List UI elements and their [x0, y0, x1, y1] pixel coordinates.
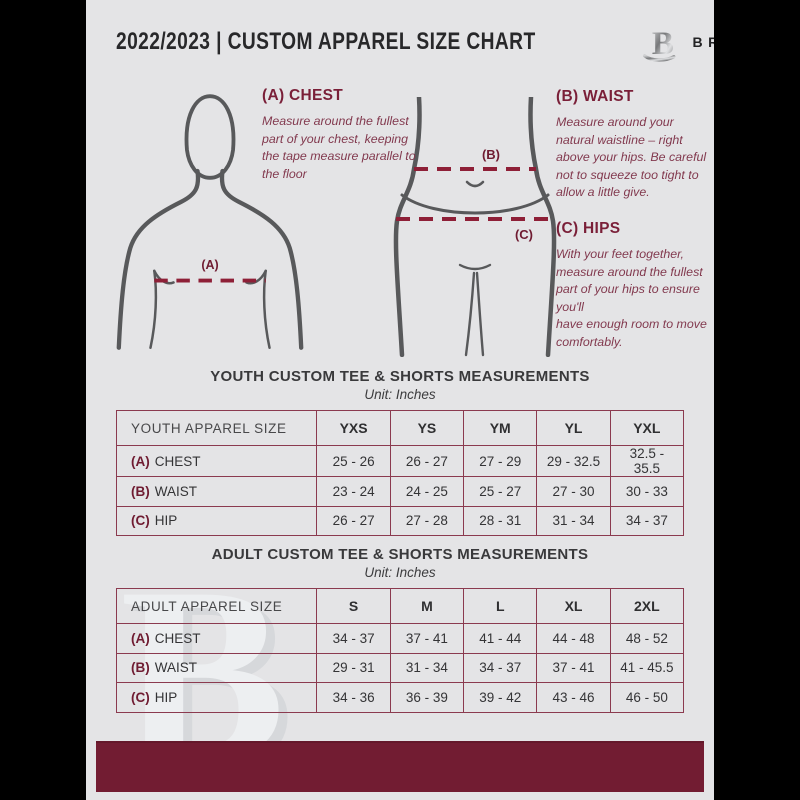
measurement-cell: 37 - 41 — [536, 652, 611, 683]
brand-wordmark: BREAKAWAY — [692, 34, 714, 50]
table-row: (B) WAIST 29 - 31 31 - 34 34 - 37 37 - 41 41 -… — [115, 652, 685, 683]
adult_table-size-2XL: 2XL — [609, 588, 685, 624]
row-label: (A) CHEST — [115, 445, 318, 477]
youth_table-size-YXS: YXS — [316, 410, 391, 446]
adult-section: ADULT CUSTOM TEE & SHORTS MEASUREMENTS U… — [86, 546, 714, 713]
hips-body: With your feet together, measure around … — [556, 247, 707, 350]
table-row: (A) CHEST 34 - 37 37 - 41 41 - 44 44 - 48 48 -… — [115, 623, 685, 654]
adult_table-size-M: M — [389, 588, 465, 624]
hip-line-label: (C) — [515, 227, 533, 242]
measurement-cell: 44 - 48 — [536, 623, 611, 654]
navel-mark — [465, 180, 485, 188]
measurement-diagram: (A) (A) CHEST Measure around the fullest… — [86, 80, 714, 370]
youth_table-size-YM: YM — [463, 410, 538, 446]
measurement-cell: 46 - 50 — [609, 682, 685, 713]
adult_table-size-S: S — [316, 588, 391, 624]
youth_table-size-YS: YS — [389, 410, 465, 446]
svg-text:B: B — [652, 26, 674, 62]
row-label: (A) CHEST — [115, 623, 318, 654]
measurement-cell: 37 - 41 — [389, 623, 465, 654]
measurement-cell: 41 - 45.5 — [609, 652, 685, 683]
upper-torso-figure: (A) — [114, 85, 306, 362]
youth-size-table: YOUTH APPAREL SIZE YXS YS YM YL YXL (A) CHEST 25… — [115, 410, 685, 536]
youth_table-size-YL: YL — [536, 410, 611, 446]
measurement-cell: 34 - 36 — [316, 682, 391, 713]
measurement-cell: 25 - 26 — [316, 445, 391, 477]
measurement-cell: 25 - 27 — [463, 476, 538, 507]
measurement-cell: 29 - 31 — [316, 652, 391, 683]
adult_table-header-row: ADULT APPAREL SIZE S M L XL 2XL — [115, 588, 685, 624]
row-label-prefix: (B) — [131, 483, 150, 499]
waist-instructions: (B) WAIST Measure around your natural wa… — [556, 88, 708, 202]
measurement-cell: 30 - 33 — [609, 476, 685, 507]
footer-bar — [96, 741, 704, 792]
row-label-prefix: (A) — [131, 453, 150, 469]
chest-instructions: (A) CHEST Measure around the fullest par… — [262, 87, 420, 183]
youth_table-header-row: YOUTH APPAREL SIZE YXS YS YM YL YXL — [115, 410, 685, 446]
measurement-cell: 41 - 44 — [463, 623, 538, 654]
measurement-cell: 26 - 27 — [316, 505, 391, 536]
page-title: 2022/2023 | CUSTOM APPAREL SIZE CHART — [116, 28, 536, 55]
measurement-cell: 39 - 42 — [463, 682, 538, 713]
brand-lockup: B BREAKAWAY — [640, 19, 714, 65]
youth-table-title: YOUTH CUSTOM TEE & SHORTS MEASUREMENTS — [210, 368, 590, 385]
measurement-cell: 27 - 30 — [536, 476, 611, 507]
measurement-cell: 34 - 37 — [609, 505, 685, 536]
hip-band-curve — [400, 193, 550, 215]
breakaway-b-logo-icon: B — [640, 19, 684, 65]
adult-table-unit: Unit: Inches — [364, 565, 436, 580]
measurement-cell: 34 - 37 — [463, 652, 538, 683]
measurement-cell: 28 - 31 — [463, 505, 538, 536]
measurement-cell: 27 - 28 — [389, 505, 465, 536]
table-row: (B) WAIST 23 - 24 24 - 25 25 - 27 27 - 30 30 -… — [115, 476, 685, 507]
hips-instructions: (C) HIPS With your feet together, measur… — [556, 220, 714, 352]
measurement-cell: 27 - 29 — [463, 445, 538, 477]
measurement-cell: 23 - 24 — [316, 476, 391, 507]
size-chart-page: B 2022/2023 | CUSTOM APPAREL SIZE CHART — [86, 0, 714, 800]
measurement-cell: 32.5 - 35.5 — [609, 445, 685, 477]
header: 2022/2023 | CUSTOM APPAREL SIZE CHART — [86, 18, 714, 66]
adult-table-title: ADULT CUSTOM TEE & SHORTS MEASUREMENTS — [211, 546, 589, 563]
row-label-prefix: (C) — [131, 689, 150, 705]
measurement-cell: 34 - 37 — [316, 623, 391, 654]
youth_table-size-column-header: YOUTH APPAREL SIZE — [115, 410, 318, 446]
head-outline — [184, 94, 236, 180]
measurement-cell: 31 - 34 — [389, 652, 465, 683]
hips-heading: (C) HIPS — [556, 220, 621, 237]
row-label: (C) HIP — [115, 682, 318, 713]
table-row: (A) CHEST 25 - 26 26 - 27 27 - 29 29 - 32.5 32… — [115, 445, 685, 477]
adult_table-size-L: L — [463, 588, 538, 624]
adult_table-size-column-header: ADULT APPAREL SIZE — [115, 588, 318, 624]
measurement-cell: 29 - 32.5 — [536, 445, 611, 477]
measurement-cell: 26 - 27 — [389, 445, 465, 477]
measurement-cell: 24 - 25 — [389, 476, 465, 507]
chest-heading: (A) CHEST — [262, 87, 344, 104]
measurement-cell: 48 - 52 — [609, 623, 685, 654]
waist-line-label: (B) — [482, 147, 500, 162]
adult-size-table: ADULT APPAREL SIZE S M L XL 2XL (A) CHEST 34 - 3… — [115, 588, 685, 713]
youth-table-unit: Unit: Inches — [364, 387, 436, 402]
adult_table-size-XL: XL — [536, 588, 611, 624]
youth-section: YOUTH CUSTOM TEE & SHORTS MEASUREMENTS U… — [86, 368, 714, 536]
youth_table-size-YXL: YXL — [609, 410, 685, 446]
table-row: (C) HIP 34 - 36 36 - 39 39 - 42 43 - 46 46 - 5… — [115, 682, 685, 713]
chest-body: Measure around the fullest part of your … — [262, 114, 416, 181]
table-row: (C) HIP 26 - 27 27 - 28 28 - 31 31 - 34 34 - 3… — [115, 505, 685, 536]
chest-line-label: (A) — [201, 258, 218, 272]
lower-torso-figure: (B) (C) — [388, 94, 562, 362]
measurement-cell: 36 - 39 — [389, 682, 465, 713]
waist-heading: (B) WAIST — [556, 88, 634, 105]
row-label-prefix: (A) — [131, 630, 150, 646]
measurement-cell: 43 - 46 — [536, 682, 611, 713]
row-label: (B) WAIST — [115, 476, 318, 507]
waist-body: Measure around your natural waistline – … — [556, 115, 707, 200]
row-label-prefix: (C) — [131, 513, 150, 529]
row-label: (C) HIP — [115, 505, 318, 536]
row-label-prefix: (B) — [131, 660, 150, 676]
row-label: (B) WAIST — [115, 652, 318, 683]
measurement-cell: 31 - 34 — [536, 505, 611, 536]
